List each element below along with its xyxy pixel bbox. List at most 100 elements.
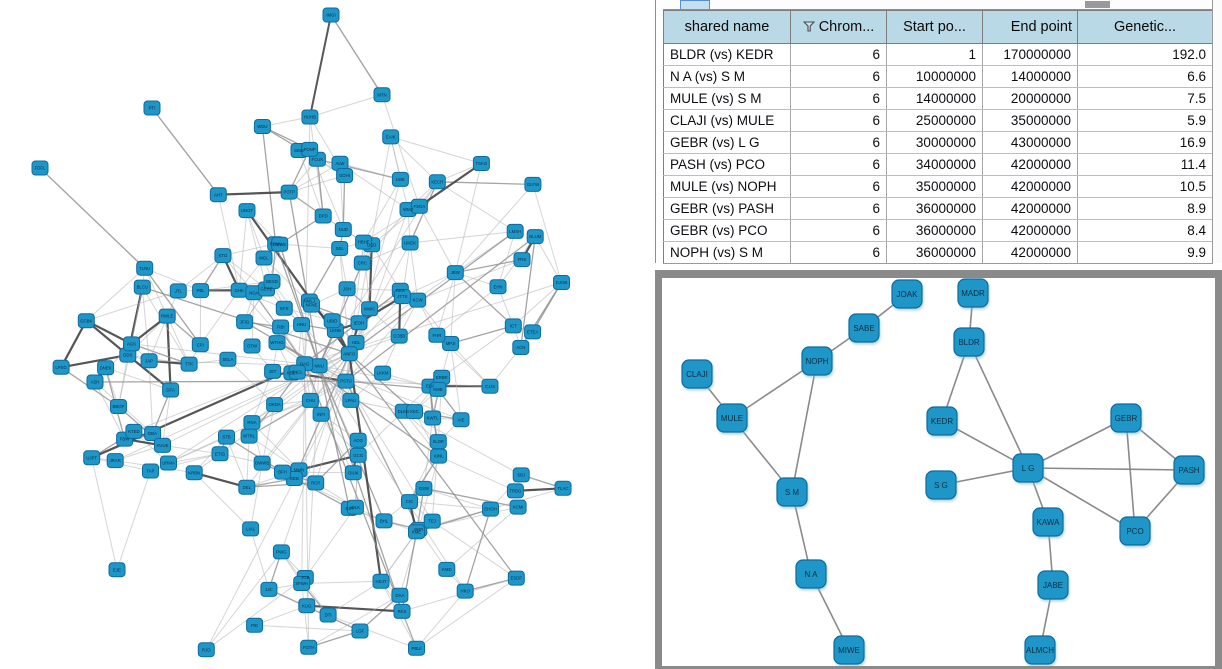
network-node[interactable] — [83, 450, 101, 466]
cell-value[interactable]: 43000000 — [982, 131, 1078, 154]
network-node[interactable] — [401, 494, 418, 510]
network-node[interactable] — [253, 455, 271, 471]
network-node[interactable] — [162, 382, 180, 398]
cell-shared-name[interactable]: GEBR (vs) PCO — [663, 219, 791, 242]
column-header-start-po---[interactable]: Start po... — [886, 10, 983, 44]
network-node[interactable] — [393, 289, 411, 305]
cell-value[interactable]: 10.5 — [1077, 175, 1213, 198]
table-tab-remnant[interactable] — [680, 0, 710, 9]
network-node[interactable] — [214, 248, 232, 264]
network-node[interactable] — [301, 392, 319, 408]
network-node[interactable] — [86, 374, 104, 390]
cell-value[interactable]: 25000000 — [886, 109, 983, 132]
cell-value[interactable]: 42000000 — [982, 219, 1078, 242]
cell-shared-name[interactable]: MULE (vs) S M — [663, 87, 791, 110]
network-node[interactable] — [268, 335, 286, 351]
table-row[interactable]: GEBR (vs) PCO 6 36000000 42000000 8.4 — [663, 219, 1213, 242]
network-node[interactable] — [123, 336, 140, 352]
network-node[interactable] — [482, 501, 499, 517]
cell-value[interactable]: 6 — [790, 153, 887, 176]
network-node[interactable] — [430, 448, 448, 464]
network-node[interactable] — [191, 337, 209, 353]
cell-value[interactable]: 1 — [886, 43, 983, 66]
network-node[interactable] — [504, 318, 522, 334]
cell-value[interactable]: 6 — [790, 131, 887, 154]
network-node[interactable] — [264, 363, 282, 379]
network-node[interactable] — [512, 340, 530, 355]
network-node[interactable] — [293, 576, 311, 591]
column-header-chrom---[interactable]: Chrom... — [790, 10, 887, 44]
network-node[interactable] — [169, 283, 187, 299]
network-node[interactable] — [336, 168, 354, 183]
cell-value[interactable]: 11.4 — [1077, 153, 1213, 176]
network-node[interactable] — [456, 583, 474, 599]
cell-value[interactable]: 42000000 — [982, 241, 1078, 264]
network-node[interactable] — [512, 467, 530, 483]
cell-value[interactable]: 35000000 — [982, 109, 1078, 132]
network-node[interactable] — [263, 274, 281, 289]
main-network-canvas[interactable]: IMGI PTI FDFL GCG EJE SJR EAIK OTW BBOP POTP GSW UC… — [0, 0, 650, 669]
table-row[interactable]: CLAJI (vs) MULE 6 25000000 35000000 5.9 — [663, 109, 1213, 132]
network-node[interactable]: SABE — [848, 313, 880, 343]
network-node[interactable] — [524, 324, 542, 340]
cell-value[interactable]: 36000000 — [886, 197, 983, 220]
network-edge[interactable] — [1125, 417, 1136, 532]
network-node[interactable] — [303, 297, 320, 313]
network-edge[interactable] — [1027, 467, 1136, 532]
network-node[interactable] — [438, 561, 456, 577]
network-node[interactable] — [125, 423, 143, 439]
network-node[interactable] — [349, 432, 367, 448]
network-node[interactable] — [391, 587, 409, 603]
network-node[interactable] — [255, 250, 273, 266]
network-node[interactable] — [489, 279, 507, 295]
cell-shared-name[interactable]: CLAJI (vs) MULE — [663, 109, 791, 132]
cell-value[interactable]: 6 — [790, 175, 887, 198]
network-node[interactable] — [274, 464, 291, 480]
cell-value[interactable]: 34000000 — [886, 153, 983, 176]
network-node[interactable] — [242, 521, 260, 537]
network-node[interactable] — [393, 603, 411, 619]
cell-value[interactable]: 36000000 — [886, 241, 983, 264]
network-node[interactable] — [361, 301, 379, 317]
cell-value[interactable]: 42000000 — [982, 175, 1078, 198]
network-node[interactable] — [349, 447, 367, 463]
network-node[interactable]: PASH — [1173, 455, 1205, 485]
network-node[interactable] — [158, 308, 176, 324]
network-node[interactable] — [314, 208, 332, 224]
network-node[interactable] — [266, 397, 284, 413]
network-node[interactable]: S G — [925, 470, 957, 500]
network-node[interactable] — [390, 328, 408, 344]
column-header-shared-name[interactable]: shared name — [663, 10, 791, 44]
network-node[interactable]: JOAK — [891, 279, 923, 309]
network-node[interactable] — [553, 275, 570, 290]
network-node[interactable] — [272, 544, 290, 560]
cell-value[interactable]: 6 — [790, 241, 887, 264]
network-node[interactable] — [526, 229, 544, 245]
network-node[interactable] — [472, 156, 490, 171]
network-edge[interactable] — [791, 360, 818, 493]
cell-value[interactable]: 42000000 — [982, 197, 1078, 220]
table-row[interactable]: MULE (vs) NOPH 6 35000000 42000000 10.5 — [663, 175, 1213, 198]
network-node[interactable] — [144, 426, 162, 441]
network-node[interactable]: MULE — [716, 403, 748, 433]
network-node[interactable] — [133, 279, 151, 295]
network-node[interactable] — [293, 317, 311, 333]
subnetwork-canvas[interactable]: JOAK SABE NOPH CLAJI MULE S M N A MIWE MADR BLDR K… — [662, 278, 1215, 666]
cell-value[interactable]: 6 — [790, 197, 887, 220]
network-node[interactable] — [298, 598, 316, 614]
network-node[interactable]: JABE — [1037, 570, 1069, 600]
cell-value[interactable]: 6 — [790, 65, 887, 88]
network-node[interactable] — [260, 581, 278, 597]
network-node[interactable] — [351, 623, 369, 639]
network-node[interactable] — [271, 236, 289, 252]
network-node[interactable] — [481, 378, 499, 394]
cell-value[interactable]: 20000000 — [982, 87, 1078, 110]
cell-shared-name[interactable]: MULE (vs) NOPH — [663, 175, 791, 198]
network-node[interactable] — [406, 404, 423, 420]
network-node[interactable] — [97, 360, 115, 376]
network-node[interactable]: BLDR — [953, 327, 985, 357]
cell-shared-name[interactable]: PASH (vs) PCO — [663, 153, 791, 176]
cell-value[interactable]: 6 — [790, 109, 887, 132]
network-node[interactable] — [554, 480, 572, 496]
network-node[interactable] — [322, 7, 340, 23]
